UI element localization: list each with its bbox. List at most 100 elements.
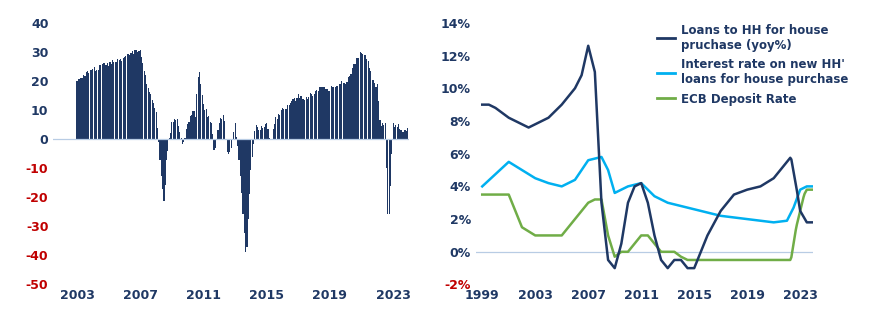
Bar [186, 129, 187, 139]
Bar [172, 122, 173, 139]
Bar [393, 123, 394, 139]
Bar [319, 87, 320, 139]
Bar [282, 109, 283, 139]
Bar [142, 63, 143, 139]
Bar [88, 73, 90, 139]
Bar [96, 70, 98, 139]
Bar [286, 110, 287, 139]
Bar [311, 94, 312, 139]
Bar [98, 70, 99, 139]
Bar [150, 94, 151, 139]
Bar [249, 139, 250, 195]
Bar [170, 133, 171, 139]
Bar [407, 128, 408, 139]
Bar [374, 83, 375, 139]
Bar [205, 109, 206, 139]
Bar [312, 96, 313, 139]
Bar [109, 62, 110, 139]
Bar [347, 82, 348, 139]
Bar [93, 67, 95, 139]
Bar [307, 99, 308, 139]
Bar [299, 98, 300, 139]
Bar [246, 139, 247, 247]
Bar [233, 132, 235, 139]
Bar [224, 121, 225, 139]
Bar [84, 76, 85, 139]
Bar [328, 91, 329, 139]
Bar [334, 87, 336, 139]
Bar [80, 78, 82, 139]
Bar [124, 57, 125, 139]
Bar [309, 93, 311, 139]
Bar [385, 123, 386, 139]
Bar [325, 89, 326, 139]
Bar [175, 120, 176, 139]
Bar [235, 124, 236, 139]
Bar [212, 134, 213, 139]
Bar [213, 139, 214, 150]
Bar [161, 139, 162, 176]
Bar [293, 98, 295, 139]
Bar [78, 79, 79, 139]
Bar [183, 139, 184, 142]
Bar [191, 115, 192, 139]
Bar [377, 84, 378, 139]
Bar [188, 122, 189, 139]
Bar [238, 139, 240, 160]
Bar [162, 139, 164, 189]
Bar [166, 139, 167, 160]
Bar [276, 119, 277, 139]
Bar [317, 91, 318, 139]
Bar [121, 61, 123, 139]
Bar [76, 81, 77, 139]
Bar [187, 124, 188, 139]
Bar [396, 127, 397, 139]
Bar [158, 139, 159, 142]
Bar [357, 58, 358, 139]
Bar [375, 87, 377, 139]
Bar [141, 57, 142, 139]
Bar [386, 139, 387, 168]
Bar [153, 103, 154, 139]
Bar [197, 77, 199, 139]
Bar [372, 79, 374, 139]
Bar [83, 76, 84, 139]
Bar [350, 74, 351, 139]
Bar [227, 139, 228, 152]
Bar [154, 108, 156, 139]
Bar [229, 139, 230, 152]
Bar [120, 59, 121, 139]
Bar [164, 139, 166, 185]
Bar [90, 70, 91, 139]
Bar [404, 130, 405, 139]
Bar [151, 100, 153, 139]
Bar [358, 58, 359, 139]
Bar [136, 50, 137, 139]
Bar [220, 118, 221, 139]
Bar [369, 68, 370, 139]
Bar [327, 89, 328, 139]
Bar [194, 111, 195, 139]
Bar [394, 127, 395, 139]
Bar [304, 100, 306, 139]
Bar [95, 71, 96, 139]
Bar [101, 64, 102, 139]
Bar [260, 127, 262, 139]
Bar [308, 97, 309, 139]
Bar [258, 129, 260, 139]
Bar [290, 103, 291, 139]
Bar [306, 97, 307, 139]
Bar [402, 132, 403, 139]
Legend: Loans to HH for house
pruchase (yoy%), Interest rate on new HH'
loans for house : Loans to HH for house pruchase (yoy%), I… [657, 24, 848, 106]
Bar [268, 138, 270, 139]
Bar [352, 68, 353, 139]
Bar [210, 122, 211, 139]
Bar [316, 90, 317, 139]
Bar [248, 139, 249, 219]
Bar [174, 118, 175, 139]
Bar [405, 131, 407, 139]
Bar [236, 137, 237, 139]
Bar [144, 71, 145, 139]
Bar [315, 91, 316, 139]
Bar [103, 63, 104, 139]
